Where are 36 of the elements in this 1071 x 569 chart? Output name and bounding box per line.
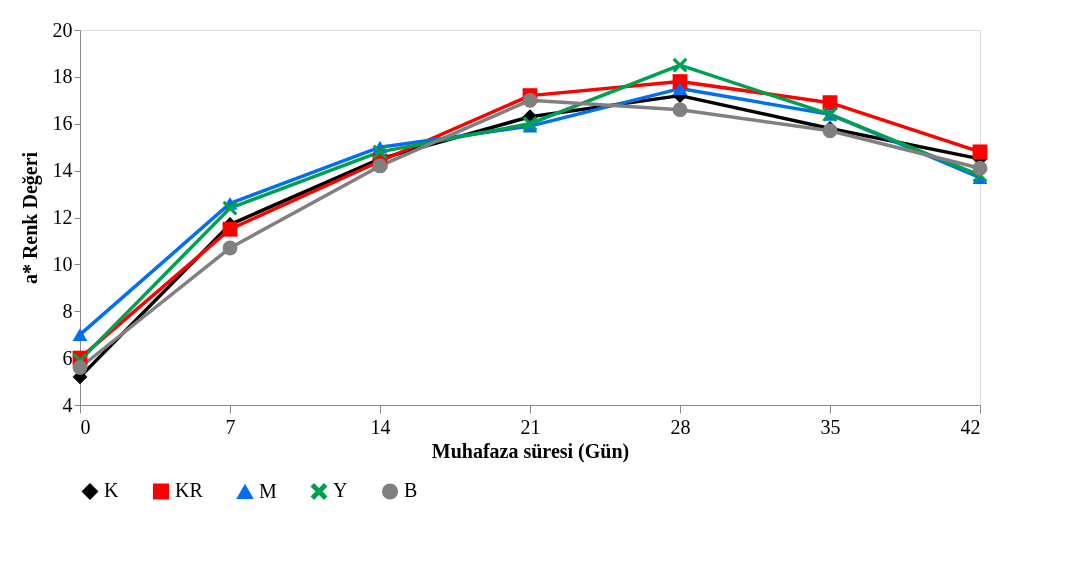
legend-label: Y <box>333 479 348 502</box>
y-tick-label: 4 <box>62 393 73 416</box>
y-tick-label: 14 <box>52 159 73 182</box>
y-tick-label: 12 <box>52 206 73 228</box>
x-tick-label: 21 <box>520 415 541 438</box>
legend-label: M <box>259 479 277 502</box>
point <box>372 158 388 174</box>
y-tick-label: 6 <box>62 346 73 369</box>
point <box>972 144 988 160</box>
y-axis-title: a* Renk Değeri <box>18 151 42 285</box>
point <box>222 200 238 216</box>
point <box>672 57 688 73</box>
y-tick-label: 20 <box>52 18 73 41</box>
point <box>972 160 988 176</box>
legend-label: K <box>104 479 119 502</box>
y-tick-label: 18 <box>52 65 73 88</box>
x-tick-label: 7 <box>225 415 236 438</box>
point <box>222 221 238 237</box>
point <box>72 360 88 375</box>
point <box>522 92 538 108</box>
x-tick-label: 0 <box>80 415 91 438</box>
legend-label: KR <box>175 479 204 502</box>
x-axis-title: Muhafaza süresi (Gün) <box>431 439 630 463</box>
x-tick-label: 14 <box>370 415 391 438</box>
x-tick-label: 42 <box>960 415 981 438</box>
point <box>672 82 688 96</box>
legend-label: B <box>404 479 418 502</box>
y-tick-label: 10 <box>52 252 73 275</box>
y-tick-label: 16 <box>52 112 73 135</box>
point <box>222 240 238 256</box>
x-tick-label: 35 <box>820 415 841 438</box>
point <box>372 144 388 160</box>
point <box>72 328 88 342</box>
y-tick-label: 8 <box>62 299 73 322</box>
point <box>672 102 688 118</box>
x-tick-label: 28 <box>670 415 691 438</box>
